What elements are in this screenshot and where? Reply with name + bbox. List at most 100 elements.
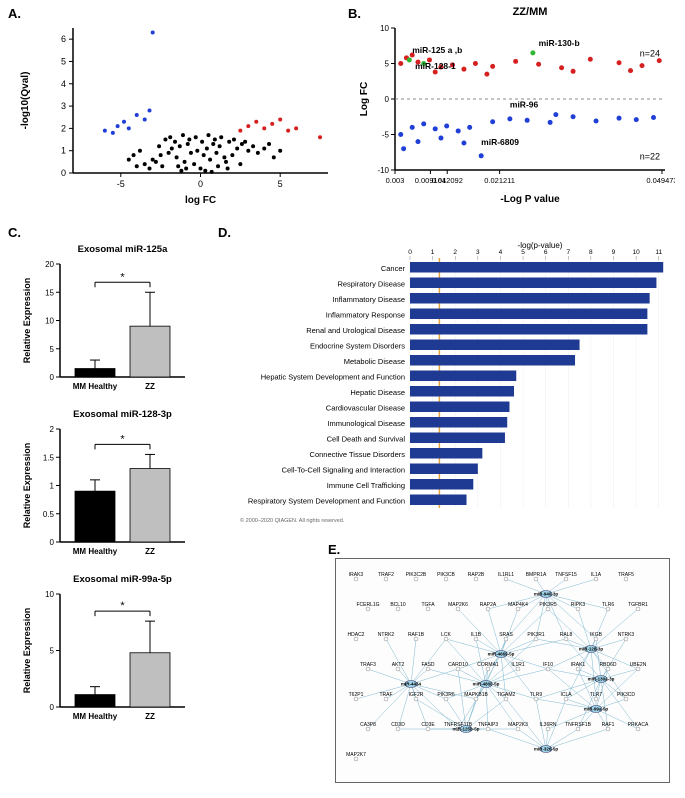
volcano-plot: -5050123456log FC-log10(Qval) — [18, 18, 338, 208]
svg-text:RAP2A: RAP2A — [480, 602, 497, 608]
svg-text:Cancer: Cancer — [381, 264, 406, 273]
bar-charts-container: Exosomal miR-125a05101520Relative Expres… — [18, 240, 198, 735]
svg-text:IRAK1: IRAK1 — [571, 662, 586, 668]
svg-text:0.012092: 0.012092 — [432, 176, 463, 185]
svg-text:Respiratory System Development: Respiratory System Development and Funct… — [248, 496, 405, 505]
svg-text:IF10: IF10 — [543, 662, 553, 668]
svg-text:BMPR1A: BMPR1A — [526, 572, 547, 578]
svg-text:Hepatic Disease: Hepatic Disease — [350, 388, 405, 397]
panel-c-label: C. — [8, 225, 21, 240]
svg-text:IKGB: IKGB — [590, 632, 603, 638]
svg-text:MM Healthy: MM Healthy — [73, 382, 118, 391]
svg-text:Inflammatory Disease: Inflammatory Disease — [332, 295, 405, 304]
svg-text:n=24: n=24 — [640, 48, 660, 58]
svg-text:TNFRSF1B: TNFRSF1B — [565, 722, 592, 728]
svg-text:IRAK3: IRAK3 — [349, 572, 364, 578]
svg-text:miR-128-1: miR-128-1 — [415, 61, 456, 71]
svg-text:Endocrine System Disorders: Endocrine System Disorders — [310, 341, 405, 350]
svg-text:5: 5 — [50, 647, 55, 656]
svg-text:miR-4800-5p: miR-4800-5p — [473, 682, 500, 687]
svg-text:CA3P8: CA3P8 — [360, 722, 376, 728]
svg-text:IGF2R: IGF2R — [409, 692, 424, 698]
svg-text:-10: -10 — [377, 166, 389, 175]
svg-text:TRAF2: TRAF2 — [378, 572, 394, 578]
svg-text:LCK: LCK — [441, 632, 451, 638]
svg-text:© 2000–2020 QIAGEN. All rights: © 2000–2020 QIAGEN. All rights reserved. — [240, 517, 345, 524]
svg-text:RAP2B: RAP2B — [468, 572, 485, 578]
svg-text:-5: -5 — [117, 179, 125, 189]
network-panel: IRAK3TRAF2PIK3C2BPIK3CBRAP2BIL1RL1BMPR1A… — [335, 558, 670, 783]
svg-text:IL1B: IL1B — [471, 632, 482, 638]
svg-text:7: 7 — [566, 249, 570, 256]
svg-text:Inflammatory Response: Inflammatory Response — [326, 310, 405, 319]
svg-text:*: * — [120, 600, 125, 612]
svg-text:0: 0 — [50, 538, 55, 547]
svg-text:0.021211: 0.021211 — [484, 176, 515, 185]
svg-text:Hepatic System Development and: Hepatic System Development and Function — [261, 372, 405, 381]
svg-text:BCL10: BCL10 — [390, 602, 406, 608]
svg-text:0: 0 — [50, 373, 55, 382]
svg-text:UBE2N: UBE2N — [630, 662, 647, 668]
svg-text:miR-326-5p: miR-326-5p — [534, 747, 559, 752]
svg-text:PIK3C2B: PIK3C2B — [406, 572, 427, 578]
svg-text:2: 2 — [50, 425, 55, 434]
svg-text:0.003: 0.003 — [386, 176, 405, 185]
svg-text:ZZ: ZZ — [145, 382, 155, 391]
svg-text:TRAF: TRAF — [379, 692, 392, 698]
svg-text:IL1A: IL1A — [591, 572, 602, 578]
svg-text:Metabolic Disease: Metabolic Disease — [344, 357, 405, 366]
svg-text:PIK3R5: PIK3R5 — [539, 602, 556, 608]
svg-text:RAF1B: RAF1B — [408, 632, 425, 638]
svg-text:6: 6 — [544, 249, 548, 256]
svg-text:MAP2K6: MAP2K6 — [448, 602, 468, 608]
svg-text:TLR6: TLR6 — [602, 602, 614, 608]
svg-text:RAF1: RAF1 — [602, 722, 615, 728]
svg-text:10: 10 — [45, 590, 54, 599]
svg-text:11: 11 — [655, 249, 662, 256]
svg-text:FCERL1G: FCERL1G — [356, 602, 379, 608]
bar-chart-1: Exosomal miR-128-3p00.511.52Relative Exp… — [18, 405, 193, 570]
svg-text:PIK3R1: PIK3R1 — [527, 632, 544, 638]
svg-text:0: 0 — [50, 703, 55, 712]
svg-text:miR-99a-5p: miR-99a-5p — [584, 707, 609, 712]
svg-text:MM Healthy: MM Healthy — [73, 712, 118, 721]
svg-text:Renal and Urological Disease: Renal and Urological Disease — [306, 326, 405, 335]
bar-chart-0: Exosomal miR-125a05101520Relative Expres… — [18, 240, 193, 405]
svg-text:TIGAM2: TIGAM2 — [497, 692, 516, 698]
svg-text:4: 4 — [499, 249, 503, 256]
svg-text:2: 2 — [453, 249, 457, 256]
svg-text:5: 5 — [61, 56, 66, 66]
svg-text:10: 10 — [45, 317, 54, 326]
zzmm-scatter: -10-505100.0030.0091640.0120920.0212110.… — [355, 20, 675, 205]
svg-text:NTRK2: NTRK2 — [378, 632, 395, 638]
svg-text:8: 8 — [589, 249, 593, 256]
svg-text:0.5: 0.5 — [43, 510, 55, 519]
svg-text:9: 9 — [612, 249, 616, 256]
svg-text:MAP2K3: MAP2K3 — [508, 722, 528, 728]
panel-b-label: B. — [348, 6, 361, 21]
svg-text:CORMA1: CORMA1 — [477, 662, 499, 668]
svg-text:TNFAIP3: TNFAIP3 — [478, 722, 499, 728]
svg-text:MM Healthy: MM Healthy — [73, 547, 118, 556]
bar-chart-2: Exosomal miR-99a-5p0510Relative Expressi… — [18, 570, 193, 735]
network-diagram: IRAK3TRAF2PIK3C2BPIK3CBRAP2BIL1RL1BMPR1A… — [336, 559, 671, 784]
svg-text:FASD: FASD — [421, 662, 434, 668]
svg-text:Relative Expression: Relative Expression — [22, 278, 32, 364]
svg-text:miR-125b-5p: miR-125b-5p — [452, 727, 479, 732]
svg-text:Immune Cell Trafficking: Immune Cell Trafficking — [327, 481, 405, 490]
svg-text:IL36RN: IL36RN — [540, 722, 557, 728]
svg-text:ZZ: ZZ — [145, 547, 155, 556]
svg-text:TGFBR1: TGFBR1 — [628, 602, 648, 608]
svg-text:MAP4K4: MAP4K4 — [508, 602, 528, 608]
svg-text:Exosomal miR-125a: Exosomal miR-125a — [78, 244, 168, 255]
svg-text:miR-4669-5p: miR-4669-5p — [488, 652, 515, 657]
svg-text:1: 1 — [50, 482, 55, 491]
svg-text:-Log P value: -Log P value — [500, 194, 560, 205]
svg-text:3: 3 — [476, 249, 480, 256]
svg-text:TGFA: TGFA — [421, 602, 435, 608]
svg-text:PIK3CB: PIK3CB — [437, 572, 455, 578]
svg-text:TNFSF15: TNFSF15 — [555, 572, 577, 578]
svg-text:T62P1: T62P1 — [349, 692, 364, 698]
svg-text:15: 15 — [45, 288, 54, 297]
svg-text:-log10(Qval): -log10(Qval) — [20, 72, 31, 130]
